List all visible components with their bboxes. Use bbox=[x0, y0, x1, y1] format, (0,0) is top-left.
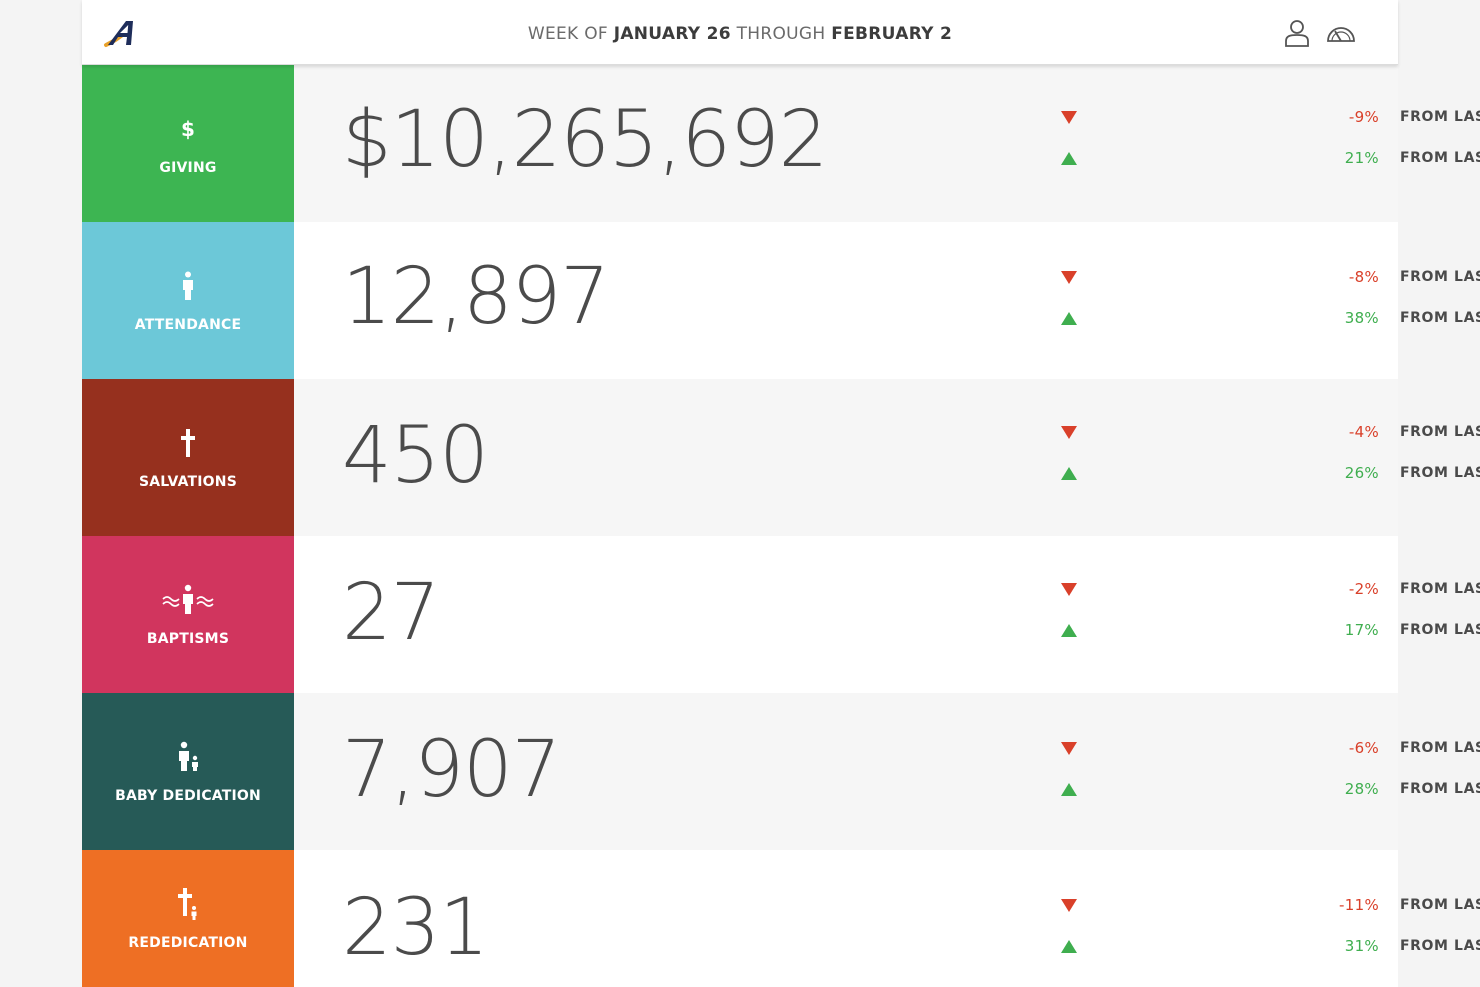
parent-child-icon bbox=[176, 740, 200, 774]
year-change-value: 28% bbox=[1344, 780, 1379, 798]
down-arrow-icon bbox=[1061, 110, 1077, 124]
title-start-date: JANUARY 26 bbox=[613, 24, 731, 44]
up-arrow-icon bbox=[1061, 151, 1077, 165]
week-change-stat: -8% FROM LAST WEEK bbox=[1056, 265, 1480, 289]
year-change-stat-baptisms: 17% FROM LAST YEAR bbox=[1056, 618, 1480, 642]
metrics-list: $ GIVING $10,265,692 -9% FROM LAST WEEK … bbox=[82, 65, 1480, 987]
metric-panel: 231 bbox=[294, 850, 1398, 987]
tile-label: BABY DEDICATION bbox=[115, 787, 261, 804]
title-prefix: WEEK OF bbox=[527, 24, 608, 44]
metric-value: 231 bbox=[342, 883, 489, 973]
metric-row-baptisms: BAPTISMS 27 bbox=[82, 536, 1398, 693]
week-change-value: -11% bbox=[1339, 896, 1379, 914]
year-change-label: FROM LAST YEAR bbox=[1400, 310, 1480, 326]
metric-panel: 7,907 bbox=[294, 693, 1398, 850]
title-end-date: FEBRUARY 2 bbox=[831, 24, 953, 44]
year-change-stat-baby-dedication: 28% FROM LAST YEAR bbox=[1056, 777, 1480, 801]
week-change-stat-baby-dedication: -6% FROM LAST WEEK bbox=[1056, 736, 1480, 760]
year-change-stat: 21% FROM LAST YEAR bbox=[1056, 146, 1480, 170]
week-change-label: FROM LAST WEEK bbox=[1400, 424, 1480, 440]
down-arrow-icon bbox=[1061, 270, 1077, 284]
metric-value: 7,907 bbox=[342, 725, 561, 815]
metric-row-rededication: REDEDICATION 231 bbox=[82, 850, 1398, 987]
metric-panel: $10,265,692 -9% FROM LAST WEEK 21% FROM … bbox=[294, 65, 1480, 222]
app-logo[interactable] bbox=[102, 18, 142, 48]
week-range-title: WEEK OF JANUARY 26 THROUGH FEBRUARY 2 bbox=[82, 24, 1398, 44]
up-arrow-icon bbox=[1061, 782, 1077, 796]
metric-value: 450 bbox=[342, 411, 489, 501]
down-arrow-icon bbox=[1061, 898, 1077, 912]
week-change-value: -2% bbox=[1348, 580, 1379, 598]
year-change-stat: 38% FROM LAST YEAR bbox=[1056, 306, 1480, 330]
cross-icon bbox=[180, 426, 196, 460]
metric-value: $10,265,692 bbox=[342, 95, 828, 185]
metric-panel: 27 bbox=[294, 536, 1398, 693]
metric-value: 12,897 bbox=[342, 252, 610, 342]
tile-baby-dedication[interactable]: BABY DEDICATION bbox=[82, 693, 294, 850]
week-change-label: FROM LAST WEEK bbox=[1400, 740, 1480, 756]
year-change-value: 26% bbox=[1344, 464, 1379, 482]
week-change-label: FROM LAST WEEK bbox=[1400, 269, 1480, 285]
week-change-value: -9% bbox=[1348, 108, 1379, 126]
year-change-label: FROM LAST YEAR bbox=[1400, 938, 1480, 954]
up-arrow-icon bbox=[1061, 939, 1077, 953]
tile-giving[interactable]: $ GIVING bbox=[82, 65, 294, 222]
year-change-label: FROM LAST YEAR bbox=[1400, 150, 1480, 166]
tile-label: REDEDICATION bbox=[128, 934, 248, 951]
year-change-stat-salvations: 26% FROM LAST YEAR bbox=[1056, 461, 1480, 485]
year-change-value: 31% bbox=[1344, 937, 1379, 955]
tile-label: BAPTISMS bbox=[146, 630, 230, 647]
down-arrow-icon bbox=[1061, 582, 1077, 596]
down-arrow-icon bbox=[1061, 741, 1077, 755]
metric-panel: 450 bbox=[294, 379, 1398, 536]
baptism-icon bbox=[161, 583, 215, 617]
week-change-stat-rededication: -11% FROM LAST WEEK bbox=[1056, 893, 1480, 917]
up-arrow-icon bbox=[1061, 311, 1077, 325]
metric-value: 27 bbox=[342, 568, 440, 658]
up-arrow-icon bbox=[1061, 623, 1077, 637]
week-change-value: -4% bbox=[1348, 423, 1379, 441]
week-change-label: FROM LAST WEEK bbox=[1400, 897, 1480, 913]
year-change-label: FROM LAST YEAR bbox=[1400, 781, 1480, 797]
tile-baptisms[interactable]: BAPTISMS bbox=[82, 536, 294, 693]
metric-panel: 12,897 -8% FROM LAST WEEK 38% FROM LAST … bbox=[294, 222, 1480, 379]
dollar-icon: $ bbox=[181, 116, 195, 141]
year-change-label: FROM LAST YEAR bbox=[1400, 465, 1480, 481]
year-change-value: 21% bbox=[1344, 149, 1379, 167]
tile-attendance[interactable]: ATTENDANCE bbox=[82, 222, 294, 379]
metric-row-attendance: ATTENDANCE 12,897 -8% FROM LAST WEEK 38%… bbox=[82, 222, 1480, 379]
metric-row-giving: $ GIVING $10,265,692 -9% FROM LAST WEEK … bbox=[82, 65, 1480, 222]
tile-salvations[interactable]: SALVATIONS bbox=[82, 379, 294, 536]
cross-person-icon bbox=[177, 887, 199, 921]
week-change-value: -6% bbox=[1348, 739, 1379, 757]
week-change-stat-salvations: -4% FROM LAST WEEK bbox=[1056, 420, 1480, 444]
year-change-value: 38% bbox=[1344, 309, 1379, 327]
metric-row-baby-dedication: BABY DEDICATION 7,907 bbox=[82, 693, 1398, 850]
tile-label: SALVATIONS bbox=[138, 473, 237, 490]
top-header: WEEK OF JANUARY 26 THROUGH FEBRUARY 2 bbox=[82, 0, 1398, 65]
metric-row-salvations: SALVATIONS 450 bbox=[82, 379, 1398, 536]
tile-label: GIVING bbox=[159, 159, 217, 176]
user-icon[interactable] bbox=[1282, 18, 1312, 48]
week-change-stat: -9% FROM LAST WEEK bbox=[1056, 105, 1480, 129]
dashboard-frame: WEEK OF JANUARY 26 THROUGH FEBRUARY 2 $ bbox=[82, 0, 1480, 987]
week-change-value: -8% bbox=[1348, 268, 1379, 286]
up-arrow-icon bbox=[1061, 466, 1077, 480]
year-change-value: 17% bbox=[1344, 621, 1379, 639]
week-change-label: FROM LAST WEEK bbox=[1400, 581, 1480, 597]
week-change-stat-baptisms: -2% FROM LAST WEEK bbox=[1056, 577, 1480, 601]
down-arrow-icon bbox=[1061, 425, 1077, 439]
week-change-label: FROM LAST WEEK bbox=[1400, 109, 1480, 125]
speedometer-icon[interactable] bbox=[1326, 18, 1356, 48]
tile-rededication[interactable]: REDEDICATION bbox=[82, 850, 294, 987]
tile-label: ATTENDANCE bbox=[134, 316, 242, 333]
year-change-label: FROM LAST YEAR bbox=[1400, 622, 1480, 638]
title-mid: THROUGH bbox=[736, 24, 826, 44]
person-icon bbox=[181, 269, 195, 303]
year-change-stat-rededication: 31% FROM LAST YEAR bbox=[1056, 934, 1480, 958]
